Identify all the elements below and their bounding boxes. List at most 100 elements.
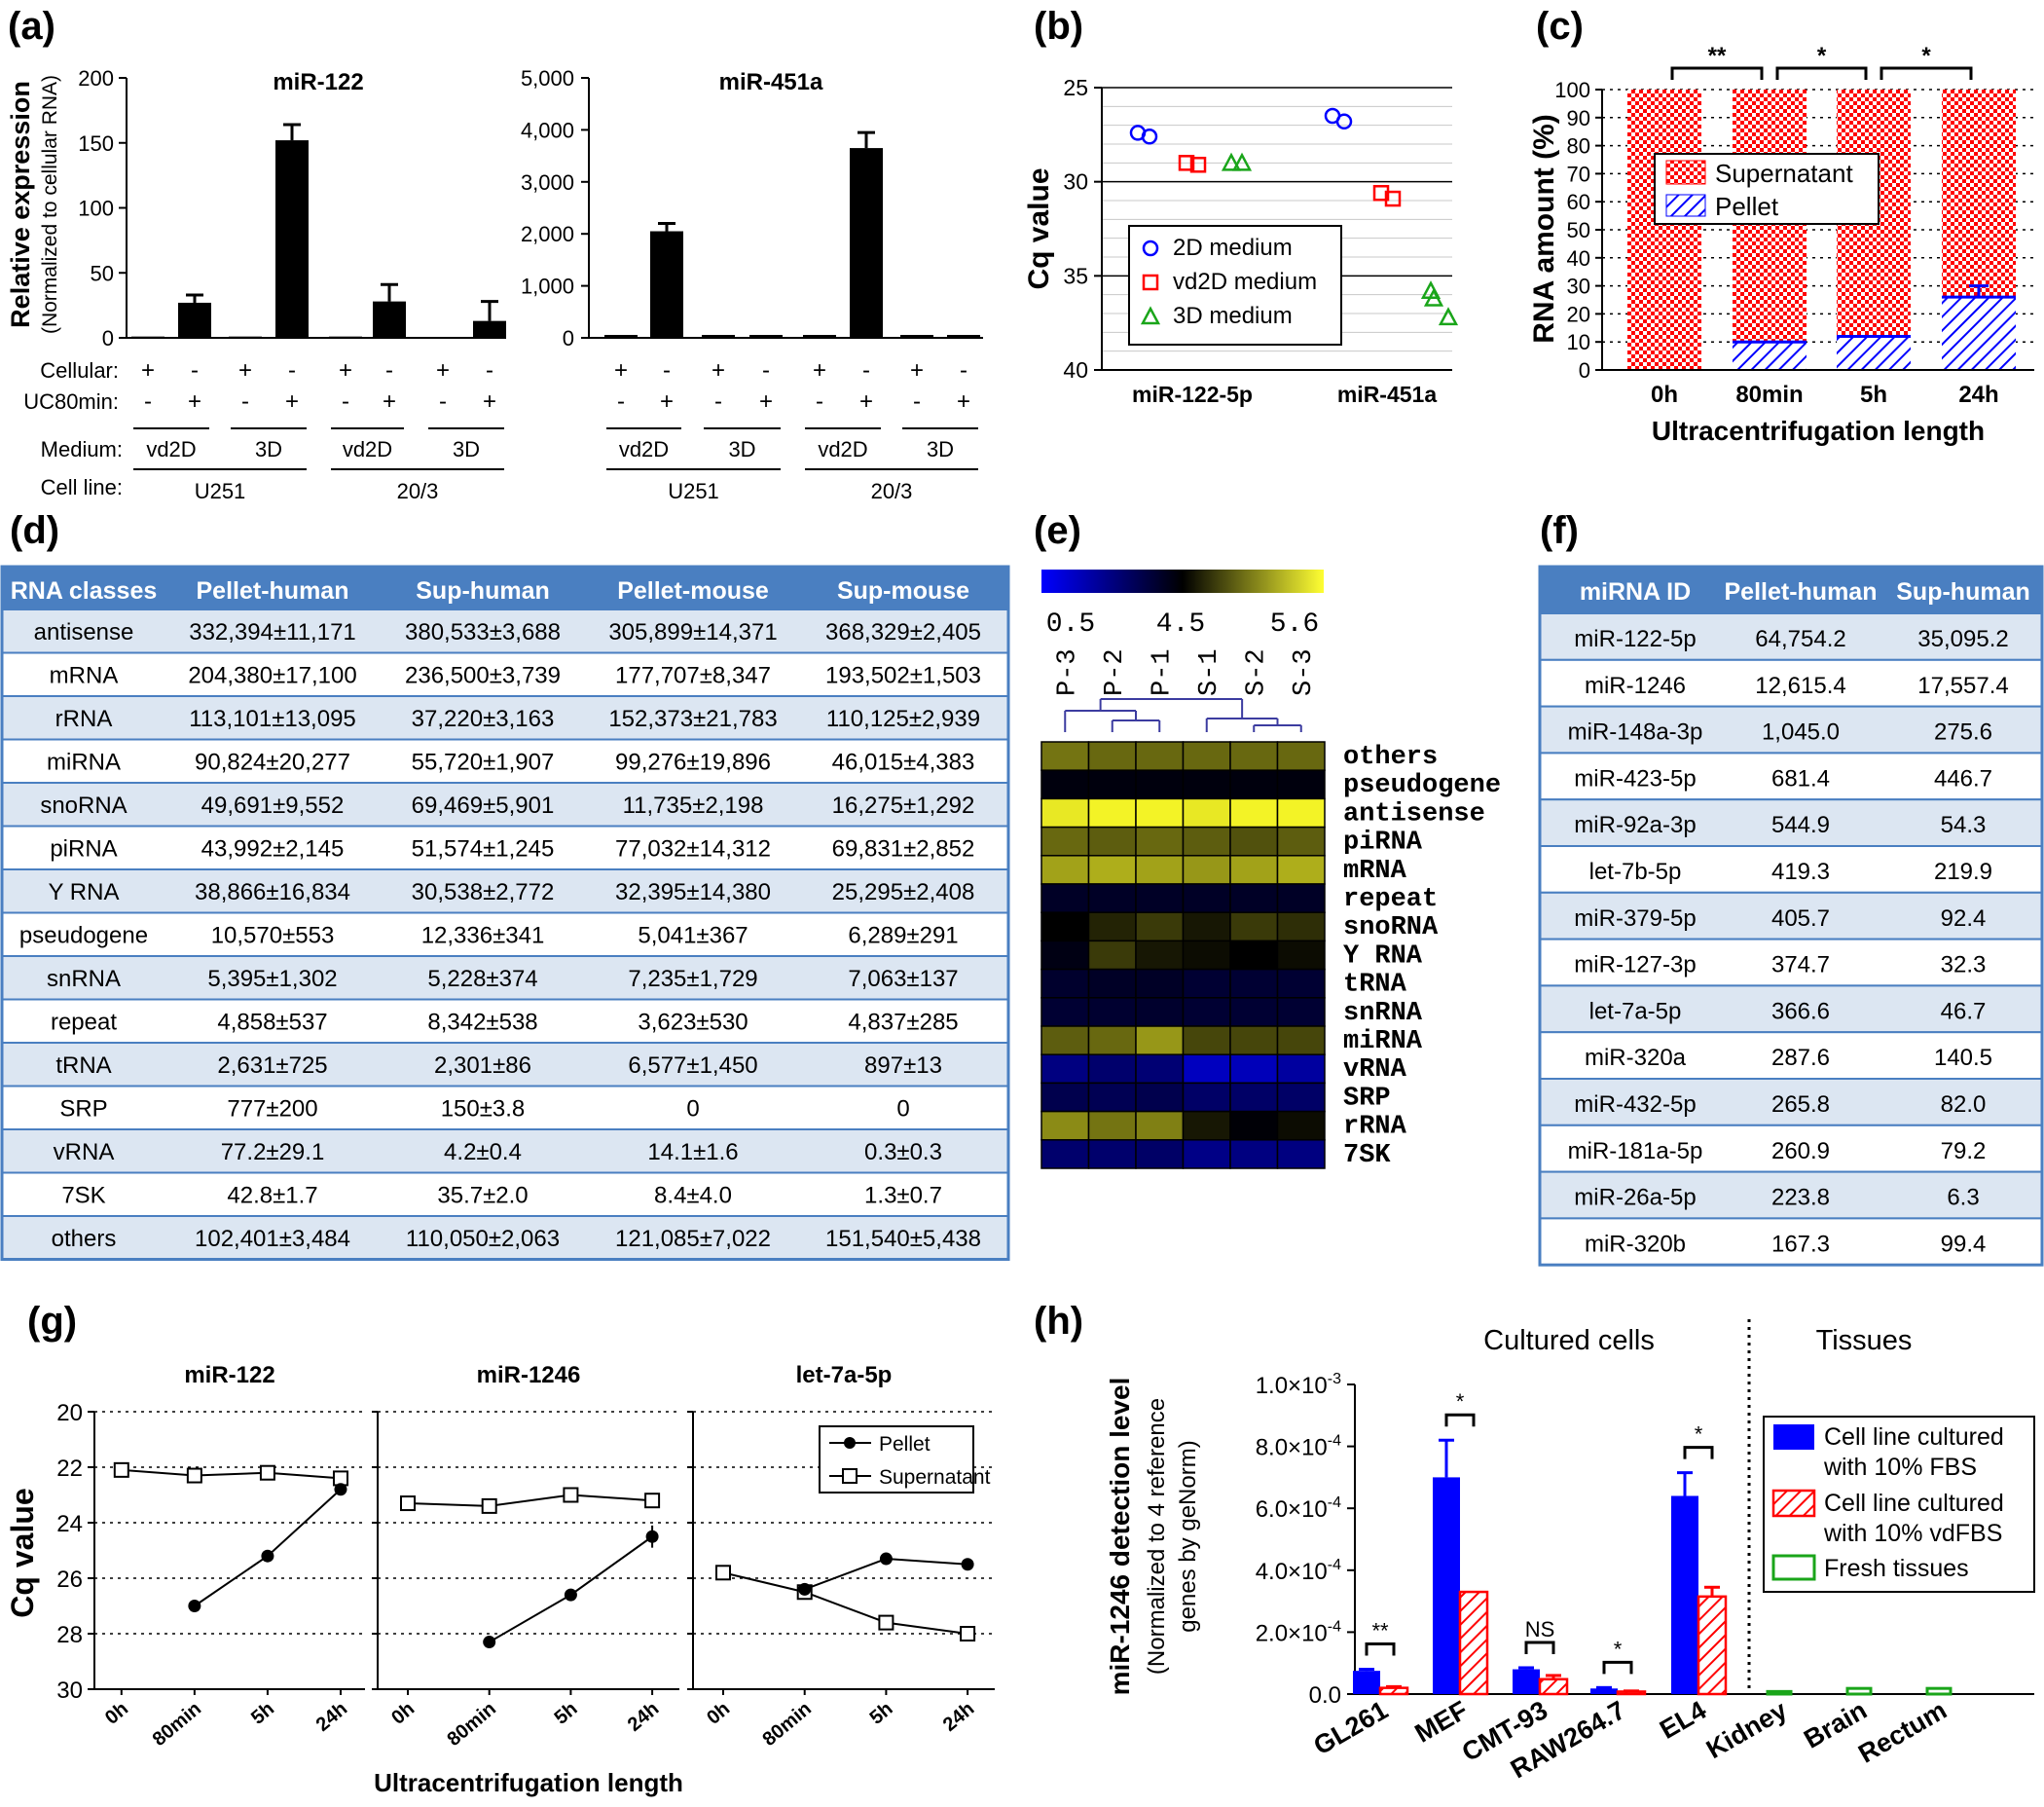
bar-fresh-tissue (1766, 1689, 1793, 1696)
table-header-row (1540, 567, 2042, 613)
table-cell: 368,329±2,405 (825, 619, 981, 645)
x-tick-label: EL4 (1655, 1695, 1711, 1745)
heatmap-cell (1229, 1025, 1279, 1055)
cell-line-label: 20/3 (871, 479, 913, 503)
point-pellet (483, 1636, 496, 1649)
table-cell: 17,557.4 (1917, 673, 2008, 699)
heatmap-cell (1135, 797, 1185, 829)
y-tick-label: 30 (1567, 275, 1590, 299)
x-tick-label: miR-451a (1337, 382, 1437, 407)
y-tick-label: 0.0 (1309, 1682, 1341, 1709)
heatmap-row-label: tRNA (1343, 971, 1407, 1000)
table-cell: 38,866±16,834 (195, 879, 350, 905)
table-cell: 0.3±0.3 (864, 1139, 942, 1165)
chart-title: miR-451a (719, 69, 823, 95)
point-pellet (564, 1588, 577, 1602)
cell-line-label: U251 (668, 479, 719, 503)
significance-label: NS (1525, 1617, 1555, 1641)
uc-sign: + (859, 388, 873, 415)
legend-label: Fresh tissues (1824, 1555, 1969, 1582)
heatmap-cell (1135, 997, 1185, 1027)
heatmap-cell (1040, 883, 1090, 913)
table-cell: 1.3±0.7 (864, 1183, 942, 1209)
panel-label-b: (b) (1034, 5, 1083, 48)
bar-supernatant (1627, 90, 1701, 370)
heatmap-cell (1040, 769, 1090, 800)
table-cell: 32,395±14,380 (615, 879, 771, 905)
table-cell: 6.3 (1947, 1185, 1979, 1211)
bar-fbs (1590, 1688, 1618, 1694)
y-tick-label: 150 (78, 131, 114, 156)
heatmap-cell (1229, 968, 1279, 999)
table-cell: 1,045.0 (1762, 719, 1840, 746)
heatmap-cell (1276, 1053, 1326, 1085)
table-cell: others (52, 1226, 117, 1252)
y-axis-title: miR-1246 detection level (1105, 1378, 1135, 1696)
bar-fbs (1671, 1495, 1698, 1694)
cell-line-label: U251 (195, 479, 246, 503)
table-cell: antisense (34, 619, 134, 645)
y-tick-label: 3,000 (521, 170, 574, 195)
row-label-uc80: UC80min: (23, 389, 119, 414)
significance-label: * (1817, 43, 1827, 69)
heatmap-cell (1276, 997, 1326, 1027)
significance-label: * (1695, 1422, 1703, 1447)
uc-sign: + (285, 388, 299, 415)
significance-bracket (1683, 1446, 1714, 1459)
chart-a-mir122: miR-122 0 50 100 150 200 + - - + + - - + + - - + + - - + vd2D 3… (78, 66, 506, 503)
group-label-cultured: Cultured cells (1483, 1325, 1655, 1356)
bar-fresh-tissue (1925, 1686, 1953, 1696)
x-tick-label: miR-122-5p (1132, 382, 1253, 407)
y-tick-label: 28 (56, 1622, 83, 1648)
point-2d-medium (1141, 129, 1158, 145)
table-header-cell: Pellet-mouse (617, 577, 769, 605)
significance-bracket (1880, 66, 1973, 80)
x-tick-label: 0h (101, 1698, 132, 1729)
heatmap-cell (1182, 1025, 1231, 1055)
bar (702, 335, 735, 338)
legend-swatch-vdfbs (1771, 1489, 1816, 1518)
y-tick-label: 0 (1579, 358, 1590, 383)
table-cell: miRNA (47, 750, 121, 776)
x-tick-label: 80min (149, 1698, 205, 1751)
table-cell: pseudogene (19, 923, 148, 949)
heatmap-row-label: rRNA (1343, 1113, 1407, 1142)
table-cell: vRNA (54, 1139, 115, 1165)
table-cell: 46.7 (1941, 998, 1987, 1024)
table-cell: 51,574±1,245 (412, 836, 555, 863)
cellular-sign: + (712, 357, 725, 384)
heatmap-cell (1229, 1110, 1279, 1141)
uc-sign: - (144, 388, 152, 415)
table-row (1539, 612, 2043, 661)
heatmap-row-label: 7SK (1343, 1141, 1391, 1170)
heatmap-cell (1087, 826, 1137, 857)
legend-marker (842, 1468, 858, 1484)
legend-label: Pellet (1715, 192, 1779, 221)
x-axis-title: Ultracentrifugation length (1652, 416, 1985, 446)
bar (426, 337, 459, 338)
y-tick-label: 6.0×10-4 (1256, 1494, 1341, 1523)
table-row (1539, 891, 2043, 940)
heatmap-cell (1182, 1082, 1231, 1113)
heatmap-cell (1040, 1139, 1090, 1169)
cellular-sign: + (141, 357, 155, 384)
uc-sign: + (483, 388, 496, 415)
heatmap-column-label: P-1 (1148, 648, 1177, 696)
panel-label-e: (e) (1034, 509, 1081, 552)
heatmap-cell (1040, 1025, 1090, 1055)
table-cell: piRNA (50, 836, 117, 863)
significance-bracket (1365, 1642, 1396, 1656)
panel-label-f: (f) (1540, 509, 1579, 552)
heatmap-cell (1040, 797, 1090, 829)
heatmap-cell (1087, 883, 1137, 913)
significance-bracket (1444, 1413, 1476, 1427)
x-tick-label: 24h (939, 1698, 979, 1736)
heatmap-cell (1087, 1025, 1137, 1055)
heatmap-row-label: miRNA (1343, 1027, 1423, 1056)
heatmap-cell (1087, 1139, 1137, 1169)
y-tick-label: 22 (56, 1456, 83, 1482)
table-cell: miR-379-5p (1574, 905, 1696, 932)
table-row (1, 911, 1009, 957)
y-tick-label: 1,000 (521, 275, 574, 299)
legend-swatch-pellet (1665, 194, 1706, 217)
